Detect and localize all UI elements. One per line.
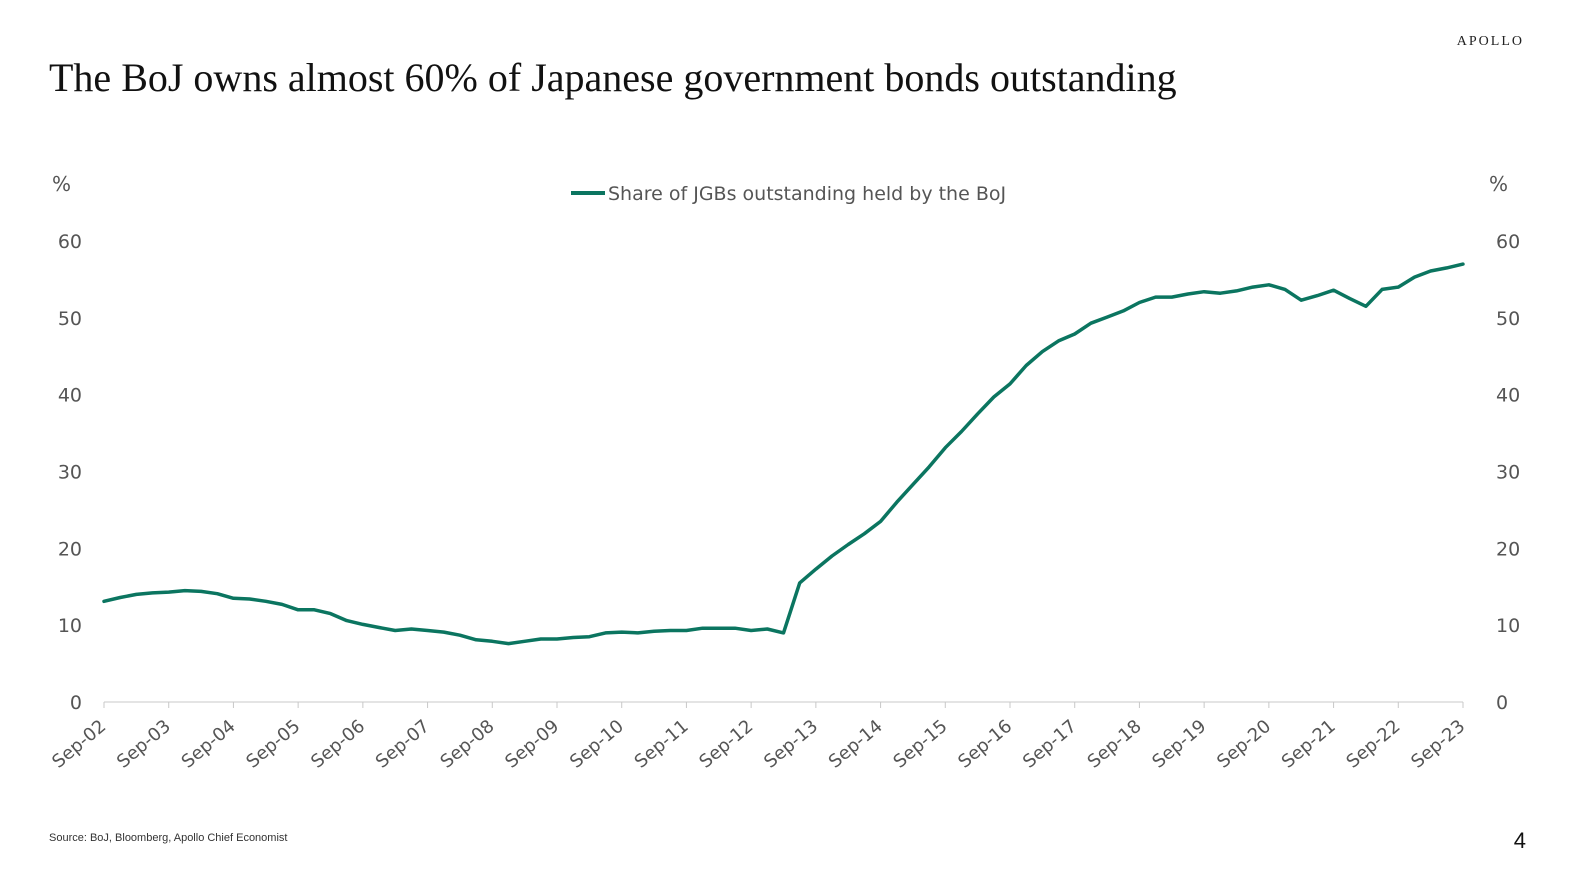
source-note: Source: BoJ, Bloomberg, Apollo Chief Eco… [49,832,288,844]
x-tick-label: Sep-13 [760,716,822,773]
x-tick-label: Sep-05 [242,716,304,773]
x-tick-label: Sep-04 [178,716,240,773]
y-tick-label-right: 10 [1496,615,1520,637]
series-line-boj-share [102,262,1465,646]
x-tick-label: Sep-07 [372,716,434,773]
y-tick-label-right: 60 [1496,231,1520,253]
chart-title: The BoJ owns almost 60% of Japanese gove… [49,55,1177,100]
legend-label: Share of JGBs outstanding held by the Bo… [608,183,1006,205]
y-axis-right-unit-label: % [1489,172,1508,196]
y-tick-label-right: 0 [1496,692,1508,714]
x-tick-label: Sep-03 [113,716,175,773]
y-tick-label-left: 0 [70,692,82,714]
apollo-logo: APOLLO [1456,34,1524,49]
y-tick-label-left: 10 [58,615,82,637]
x-tick-label: Sep-17 [1019,716,1081,773]
y-tick-label-left: 20 [58,538,82,560]
x-tick-label: Sep-16 [954,716,1016,773]
x-tick-label: Sep-15 [889,716,951,773]
x-tick-label: Sep-02 [48,716,110,773]
y-axis-right: 0 10 20 30 40 50 60 [1496,231,1520,714]
y-tick-label-left: 50 [58,308,82,330]
x-tick-label: Sep-19 [1148,716,1210,773]
x-tick-label: Sep-12 [695,716,757,773]
y-tick-label-right: 30 [1496,462,1520,484]
x-tick-label: Sep-08 [436,716,498,773]
y-axis-left: 0 10 20 30 40 50 60 [58,231,82,714]
x-tick-label: Sep-09 [501,716,563,773]
x-tick-label: Sep-14 [825,716,887,773]
y-tick-label-left: 40 [58,385,82,407]
x-axis: Sep-02 Sep-03 Sep-04 Sep-05 Sep-06 Sep-07 Sep-… [48,702,1469,773]
page-number: 4 [1513,828,1526,853]
y-tick-label-left: 60 [58,231,82,253]
x-tick-label: Sep-20 [1213,716,1275,773]
x-tick-label: Sep-22 [1342,716,1404,773]
x-tick-label: Sep-10 [566,716,628,773]
x-tick-label: Sep-23 [1407,716,1469,773]
y-tick-label-right: 50 [1496,308,1520,330]
x-tick-label: Sep-06 [307,716,369,773]
y-tick-label-left: 30 [58,462,82,484]
x-tick-label: Sep-18 [1084,716,1146,773]
x-tick-label: Sep-11 [631,716,693,773]
x-tick-label: Sep-21 [1278,716,1340,773]
y-tick-label-right: 20 [1496,538,1520,560]
y-axis-left-unit-label: % [52,172,71,196]
legend: Share of JGBs outstanding held by the Bo… [571,183,1006,205]
y-tick-label-right: 40 [1496,385,1520,407]
